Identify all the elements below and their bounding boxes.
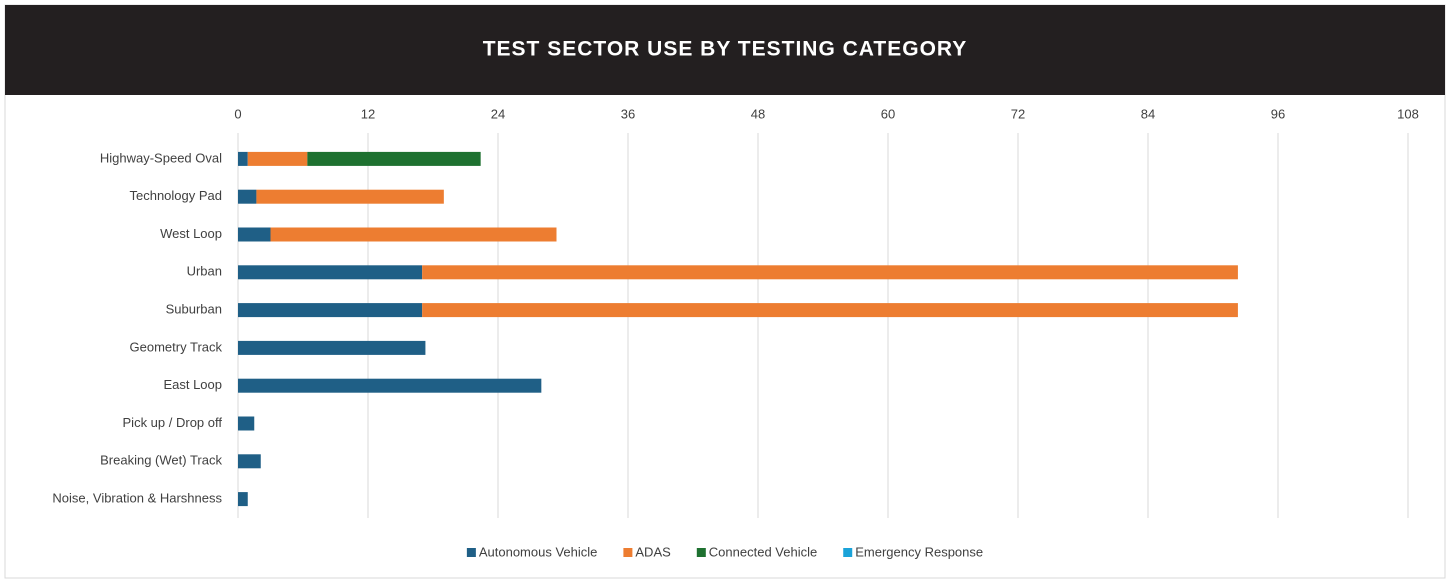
y-tick-label: East Loop (163, 377, 222, 392)
bar-segment (238, 340, 426, 355)
legend-label: Autonomous Vehicle (479, 544, 598, 559)
x-tick-label: 0 (234, 106, 241, 121)
x-tick-label: 60 (881, 106, 895, 121)
bar-segment (238, 416, 255, 431)
bar-segment (270, 227, 557, 242)
x-tick-label: 84 (1141, 106, 1155, 121)
bar-segment (238, 151, 248, 166)
legend-label: Emergency Response (855, 544, 983, 559)
bar-segment (238, 303, 423, 318)
x-tick-label: 24 (491, 106, 505, 121)
bar-segment (422, 265, 1238, 280)
legend-swatch (466, 548, 476, 557)
x-tick-label: 108 (1397, 106, 1419, 121)
y-tick-label: Pick up / Drop off (123, 415, 223, 430)
x-tick-label: 48 (751, 106, 765, 121)
x-tick-label: 96 (1271, 106, 1285, 121)
y-tick-label: Suburban (166, 302, 222, 317)
legend-swatch (843, 548, 853, 557)
y-tick-label: West Loop (160, 226, 222, 241)
bar-segment (256, 189, 444, 204)
legend-label: ADAS (635, 544, 671, 559)
bar-segment (238, 189, 257, 204)
legend-swatch (696, 548, 706, 557)
y-tick-label: Technology Pad (129, 188, 222, 203)
chart-title: TEST SECTOR USE BY TESTING CATEGORY (483, 38, 968, 61)
bar-segment (422, 303, 1238, 318)
bar-segment (238, 227, 271, 242)
legend-label: Connected Vehicle (709, 544, 817, 559)
bar-segment (238, 454, 261, 469)
bar-segment (238, 492, 248, 507)
bar-segment (307, 151, 481, 166)
chart-frame (4, 4, 1446, 579)
y-tick-label: Highway-Speed Oval (100, 150, 222, 165)
bar-segment (247, 151, 308, 166)
y-tick-label: Geometry Track (130, 339, 223, 354)
title-bar (5, 5, 1445, 95)
x-tick-label: 36 (621, 106, 635, 121)
bar-segment (238, 378, 542, 393)
legend-swatch (623, 548, 633, 557)
y-tick-label: Breaking (Wet) Track (100, 453, 222, 468)
bar-segment (238, 265, 423, 280)
x-tick-label: 12 (361, 106, 375, 121)
x-tick-label: 72 (1011, 106, 1025, 121)
y-tick-label: Urban (187, 264, 222, 279)
y-tick-label: Noise, Vibration & Harshness (52, 491, 222, 506)
